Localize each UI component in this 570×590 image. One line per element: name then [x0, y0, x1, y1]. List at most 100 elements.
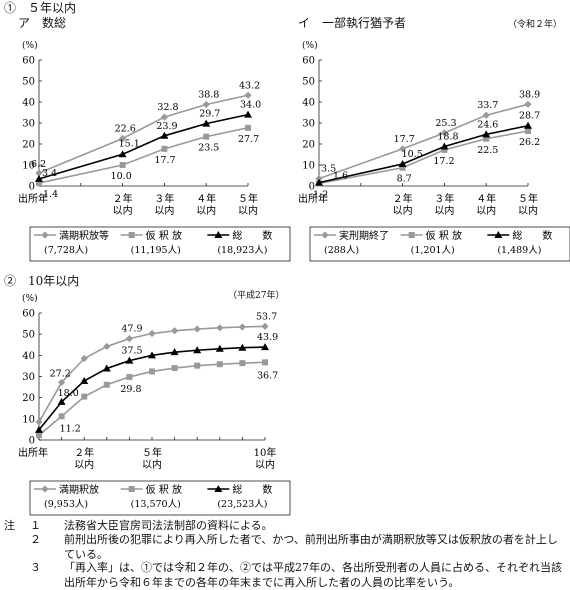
chart-b-ytick-label: 10 [302, 161, 315, 172]
chart-a-legend-marker [41, 231, 49, 239]
chart-a-series-2-point [244, 110, 252, 118]
chart-c-series-2-point [215, 344, 224, 352]
chart-a-xtick-label: 以内 [238, 204, 258, 217]
chart-b-note: （令和２年） [508, 20, 563, 30]
chart-c-series-1-data-label: 11.2 [60, 423, 81, 434]
chart-b-legend-marker [321, 231, 329, 239]
chart-b-ytick-label: 30 [302, 119, 315, 130]
chart-c-legend-label: 仮 釈 放 [146, 483, 182, 496]
chart-c-series-1-point [81, 393, 88, 400]
note-2-text: 前刑出所後の犯罪により再入所した者で、かつ、前刑出所事由が満期釈放等又は仮釈放の… [64, 533, 558, 561]
chart-b-series-0-data-label: 33.7 [477, 100, 498, 111]
chart-b-legend-label: 総 数 [512, 229, 552, 242]
chart-c-series-2-point [148, 351, 156, 359]
chart-c-series-2-point [35, 425, 43, 433]
chart-a-ytick-label: 20 [22, 140, 35, 151]
chart-a-ylabel: (%) [22, 40, 38, 51]
chart-a-series-2-data-label: 15.1 [119, 138, 140, 149]
chart-a-series-0-point [35, 169, 43, 177]
chart-c-series-1-point [103, 381, 110, 388]
chart-a-legend-label: 仮 釈 放 [146, 229, 182, 242]
chart-a-series-2-data-label: 23.9 [156, 121, 177, 132]
chart-c-series-1-point [58, 413, 65, 420]
chart-b-ytick-label: 0 [309, 182, 315, 193]
chart-b-series-2-data-label: 24.6 [477, 119, 498, 130]
chart-b-legend-frame [309, 226, 570, 262]
note-3-num: ３ [30, 561, 41, 574]
chart-b-series-1-data-label: 26.2 [519, 137, 540, 148]
chart-b-title: イ 一部執行猶予者 [298, 16, 407, 30]
chart-a-series-2-point [118, 150, 127, 158]
chart-a-series-1-point [36, 180, 42, 187]
chart-a-series-1-data-label: 23.5 [198, 143, 219, 154]
chart-b-series-1-data-label: 1.2 [313, 189, 328, 200]
chart-b-xtick-label: ２年 [393, 192, 413, 205]
chart-b-series-1-point [399, 164, 406, 171]
chart-c-series-0-data-label: 27.2 [50, 368, 71, 379]
chart-a-legend-frame [29, 226, 291, 262]
chart-c-ytick-label: 30 [22, 372, 35, 383]
chart-a-ytick-label: 60 [22, 56, 35, 67]
chart-c-series-1-point [171, 365, 178, 372]
chart-c-xtick-label: 10年 [254, 446, 277, 459]
chart-a-series-2-point [35, 174, 43, 182]
chart-c-series-1-data-label: 36.7 [257, 370, 278, 381]
chart-c-series-0-data-label: 47.9 [121, 324, 142, 335]
note-3-text: 「再入率」は、①では令和２年の、②では平成27年の、各出所受刑者の人員に占める、… [64, 561, 562, 589]
chart-a-legend-marker [128, 232, 135, 238]
chart-b-series-0-data-label: 25.3 [435, 118, 456, 129]
chart-a-series-1-point [119, 162, 126, 168]
chart-a-series-0-data-label: 32.8 [157, 102, 178, 113]
chart-a-series-1-point [245, 124, 251, 131]
chart-b-series-2-data-label: 28.7 [519, 111, 540, 122]
chart-c-ytick-label: 20 [22, 393, 35, 404]
note-1-num: １ [30, 519, 41, 532]
chart-b-series-1-point [441, 146, 448, 153]
chart-b-xtick-label: 以内 [518, 204, 538, 217]
chart-a-xtick-label: ５年 [238, 192, 258, 205]
chart-b-xtick-label: ３年 [434, 192, 454, 205]
chart-c-legend-count: (13,570人) [131, 499, 181, 510]
chart-b-ytick-label: 50 [302, 77, 315, 88]
chart-b-series-1-data-label: 17.2 [433, 156, 454, 167]
chart-a-series-0-point [160, 113, 168, 121]
chart-b-series-2-point [440, 142, 449, 150]
note-2-num: ２ [30, 533, 41, 546]
chart-b-legend-marker [408, 232, 415, 238]
chart-a-xtick-label: 出所年 [18, 192, 48, 205]
chart-a-series-2-point [202, 119, 211, 127]
chart-c-legend: 満期釈放 (9,953人) 仮 釈 放 (13,570人) 総 数 (23,523人) [29, 480, 291, 516]
chart-a-legend-marker [214, 231, 223, 238]
chart-c-legend-marker [214, 485, 223, 492]
chart-c-series-1-data-label: 29.8 [120, 384, 141, 395]
note-1-text: 法務省大臣官房司法法制部の資料による。 [64, 519, 273, 532]
chart-b-series-0-data-label: 38.9 [519, 89, 540, 100]
chart-b-xtick-label: 以内 [476, 204, 496, 217]
chart-b-ytick-label: 40 [302, 98, 315, 109]
chart-b-series-1-data-label: 8.7 [397, 174, 412, 185]
chart-c-series-2-point [125, 356, 134, 364]
chart-c-series-0-point [238, 323, 246, 331]
chart-a-series-0-point [202, 100, 210, 109]
chart-a-series-1-point [161, 145, 168, 152]
chart-c-series-1-point [262, 359, 268, 366]
chart-c-series-0-point [193, 325, 201, 333]
chart-c-legend-marker [128, 486, 135, 492]
chart-a-xtick-label: 以内 [154, 204, 174, 217]
chart-b-series-1-point [525, 127, 531, 134]
chart-b-ylabel: (%) [302, 40, 318, 51]
chart-c-note: （平成27年） [228, 291, 285, 301]
chart-c-legend-frame [29, 480, 291, 516]
chart-c-series-0-point [80, 354, 88, 363]
chart-c-series-1-point [216, 361, 223, 368]
chart-c-xtick-label: ２年 [74, 446, 94, 459]
chart-b-series-0-point [524, 100, 532, 108]
chart-a-xtick-label: ２年 [113, 192, 133, 205]
chart-c-ytick-label: 40 [22, 351, 35, 362]
chart-c-series-2-point [238, 343, 247, 351]
chart-c-series-2-point [57, 397, 66, 405]
chart-b-legend-count: (1,201人) [411, 245, 455, 256]
chart-c-legend-count: (9,953人) [44, 499, 88, 510]
chart-b-series-0-data-label: 3.5 [321, 164, 336, 175]
